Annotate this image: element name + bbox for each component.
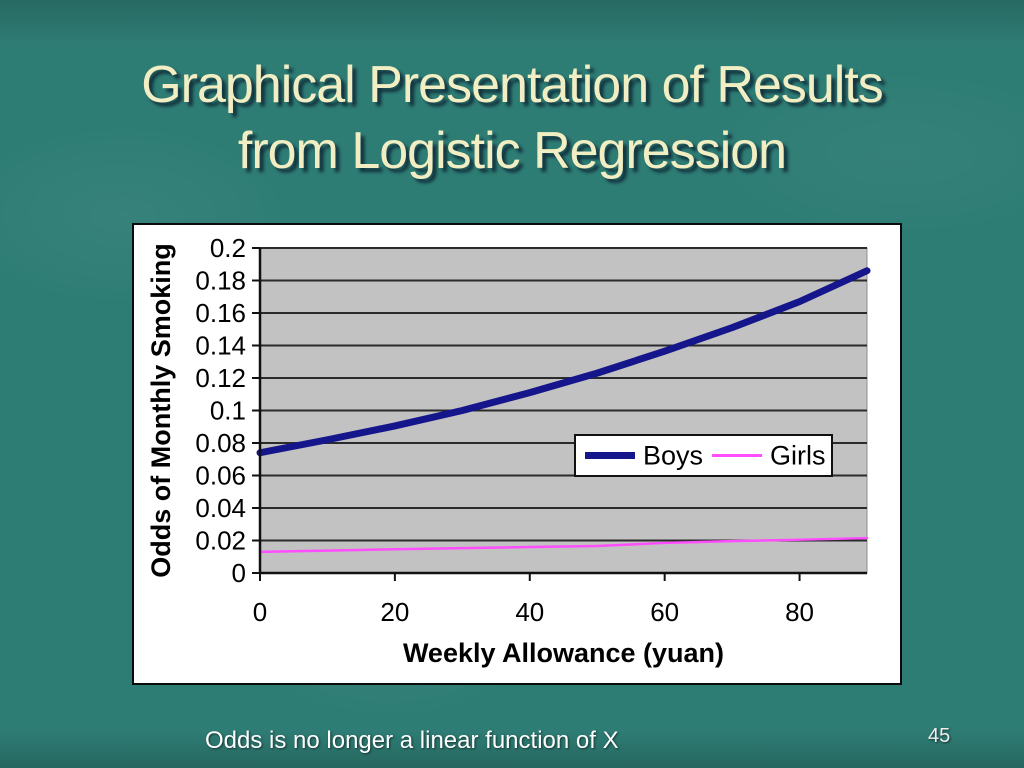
y-tick-label: 0.04 (195, 493, 246, 523)
y-tick-label: 0.12 (195, 363, 246, 393)
y-tick-label: 0.02 (195, 526, 246, 556)
y-tick-label: 0.16 (195, 298, 246, 328)
x-tick-label: 40 (515, 597, 544, 627)
y-tick-label: 0.08 (195, 428, 246, 458)
x-tick-label: 60 (650, 597, 679, 627)
x-tick-label: 20 (380, 597, 409, 627)
y-tick-label: 0.14 (195, 331, 246, 361)
title-line-1: Graphical Presentation of Results (141, 56, 884, 114)
line-chart: 00.020.040.060.080.10.120.140.160.180.20… (146, 233, 871, 668)
title-line-2: from Logistic Regression (237, 122, 787, 180)
y-axis-title: Odds of Monthly Smoking (146, 243, 176, 577)
y-tick-label: 0.06 (195, 461, 246, 491)
girls-series-line (258, 536, 869, 554)
slide-caption: Odds is no longer a linear function of X (205, 727, 619, 754)
x-tick-label: 80 (785, 597, 814, 627)
legend-label-girls: Girls (770, 441, 826, 471)
y-tick-label: 0.18 (195, 266, 246, 296)
chart-box: 0 0.02 0.04 0.06 0.08 0.1 0.12 0.14 0.16 0.18 0.2 0… (132, 223, 902, 685)
x-axis-title: Weekly Allowance (yuan) (403, 638, 724, 668)
boys-series-line (256, 267, 871, 457)
page-number: 45 (928, 725, 951, 747)
y-tick-label: 0.1 (210, 396, 246, 426)
legend-label-boys: Boys (643, 441, 703, 471)
slide-title: Graphical Presentation of Results from L… (0, 52, 1024, 184)
y-tick-label: 0.2 (210, 233, 246, 263)
y-tick-label: 0 (232, 558, 246, 588)
x-tick-label: 0 (253, 597, 267, 627)
